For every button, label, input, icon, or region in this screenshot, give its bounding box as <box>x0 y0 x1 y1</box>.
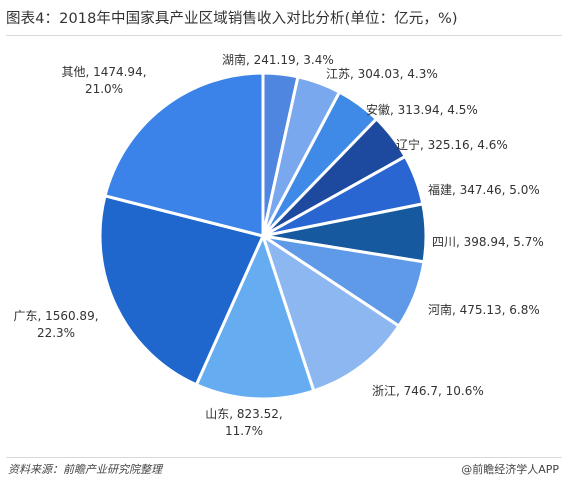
chart-title: 图表4：2018年中国家具产业区域销售收入对比分析(单位：亿元，%) <box>6 11 458 27</box>
footer-divider <box>6 457 562 458</box>
slice-label-10: 广东, 1560.89, 22.3% <box>13 309 98 340</box>
title-divider <box>6 35 562 36</box>
slice-label-1: 湖南, 241.19, 3.4% <box>222 52 334 67</box>
pie-slice-11 <box>103 71 265 238</box>
pie-slice-8 <box>261 234 401 393</box>
pie-slice-9 <box>194 234 316 401</box>
brand-credit: @前瞻经济学人APP <box>461 463 559 476</box>
pie-slice-10 <box>98 194 265 387</box>
slice-label-8: 浙江, 746.7, 10.6% <box>372 384 484 398</box>
slice-label-11: 其他, 1474.94, 21.0% <box>61 65 146 96</box>
slice-label-6: 四川, 398.94, 5.7% <box>432 235 544 249</box>
slice-label-4: 辽宁, 325.16, 4.6% <box>396 137 508 152</box>
slice-label-3: 安徽, 313.94, 4.5% <box>366 102 478 117</box>
slice-label-5: 福建, 347.46, 5.0% <box>428 182 540 197</box>
slice-label-2: 江苏, 304.03, 4.3% <box>326 67 438 81</box>
slice-label-7: 河南, 475.13, 6.8% <box>428 302 540 317</box>
slice-label-9: 山东, 823.52, 11.7% <box>205 407 282 438</box>
source-note: 资料来源：前瞻产业研究院整理 <box>8 463 162 476</box>
